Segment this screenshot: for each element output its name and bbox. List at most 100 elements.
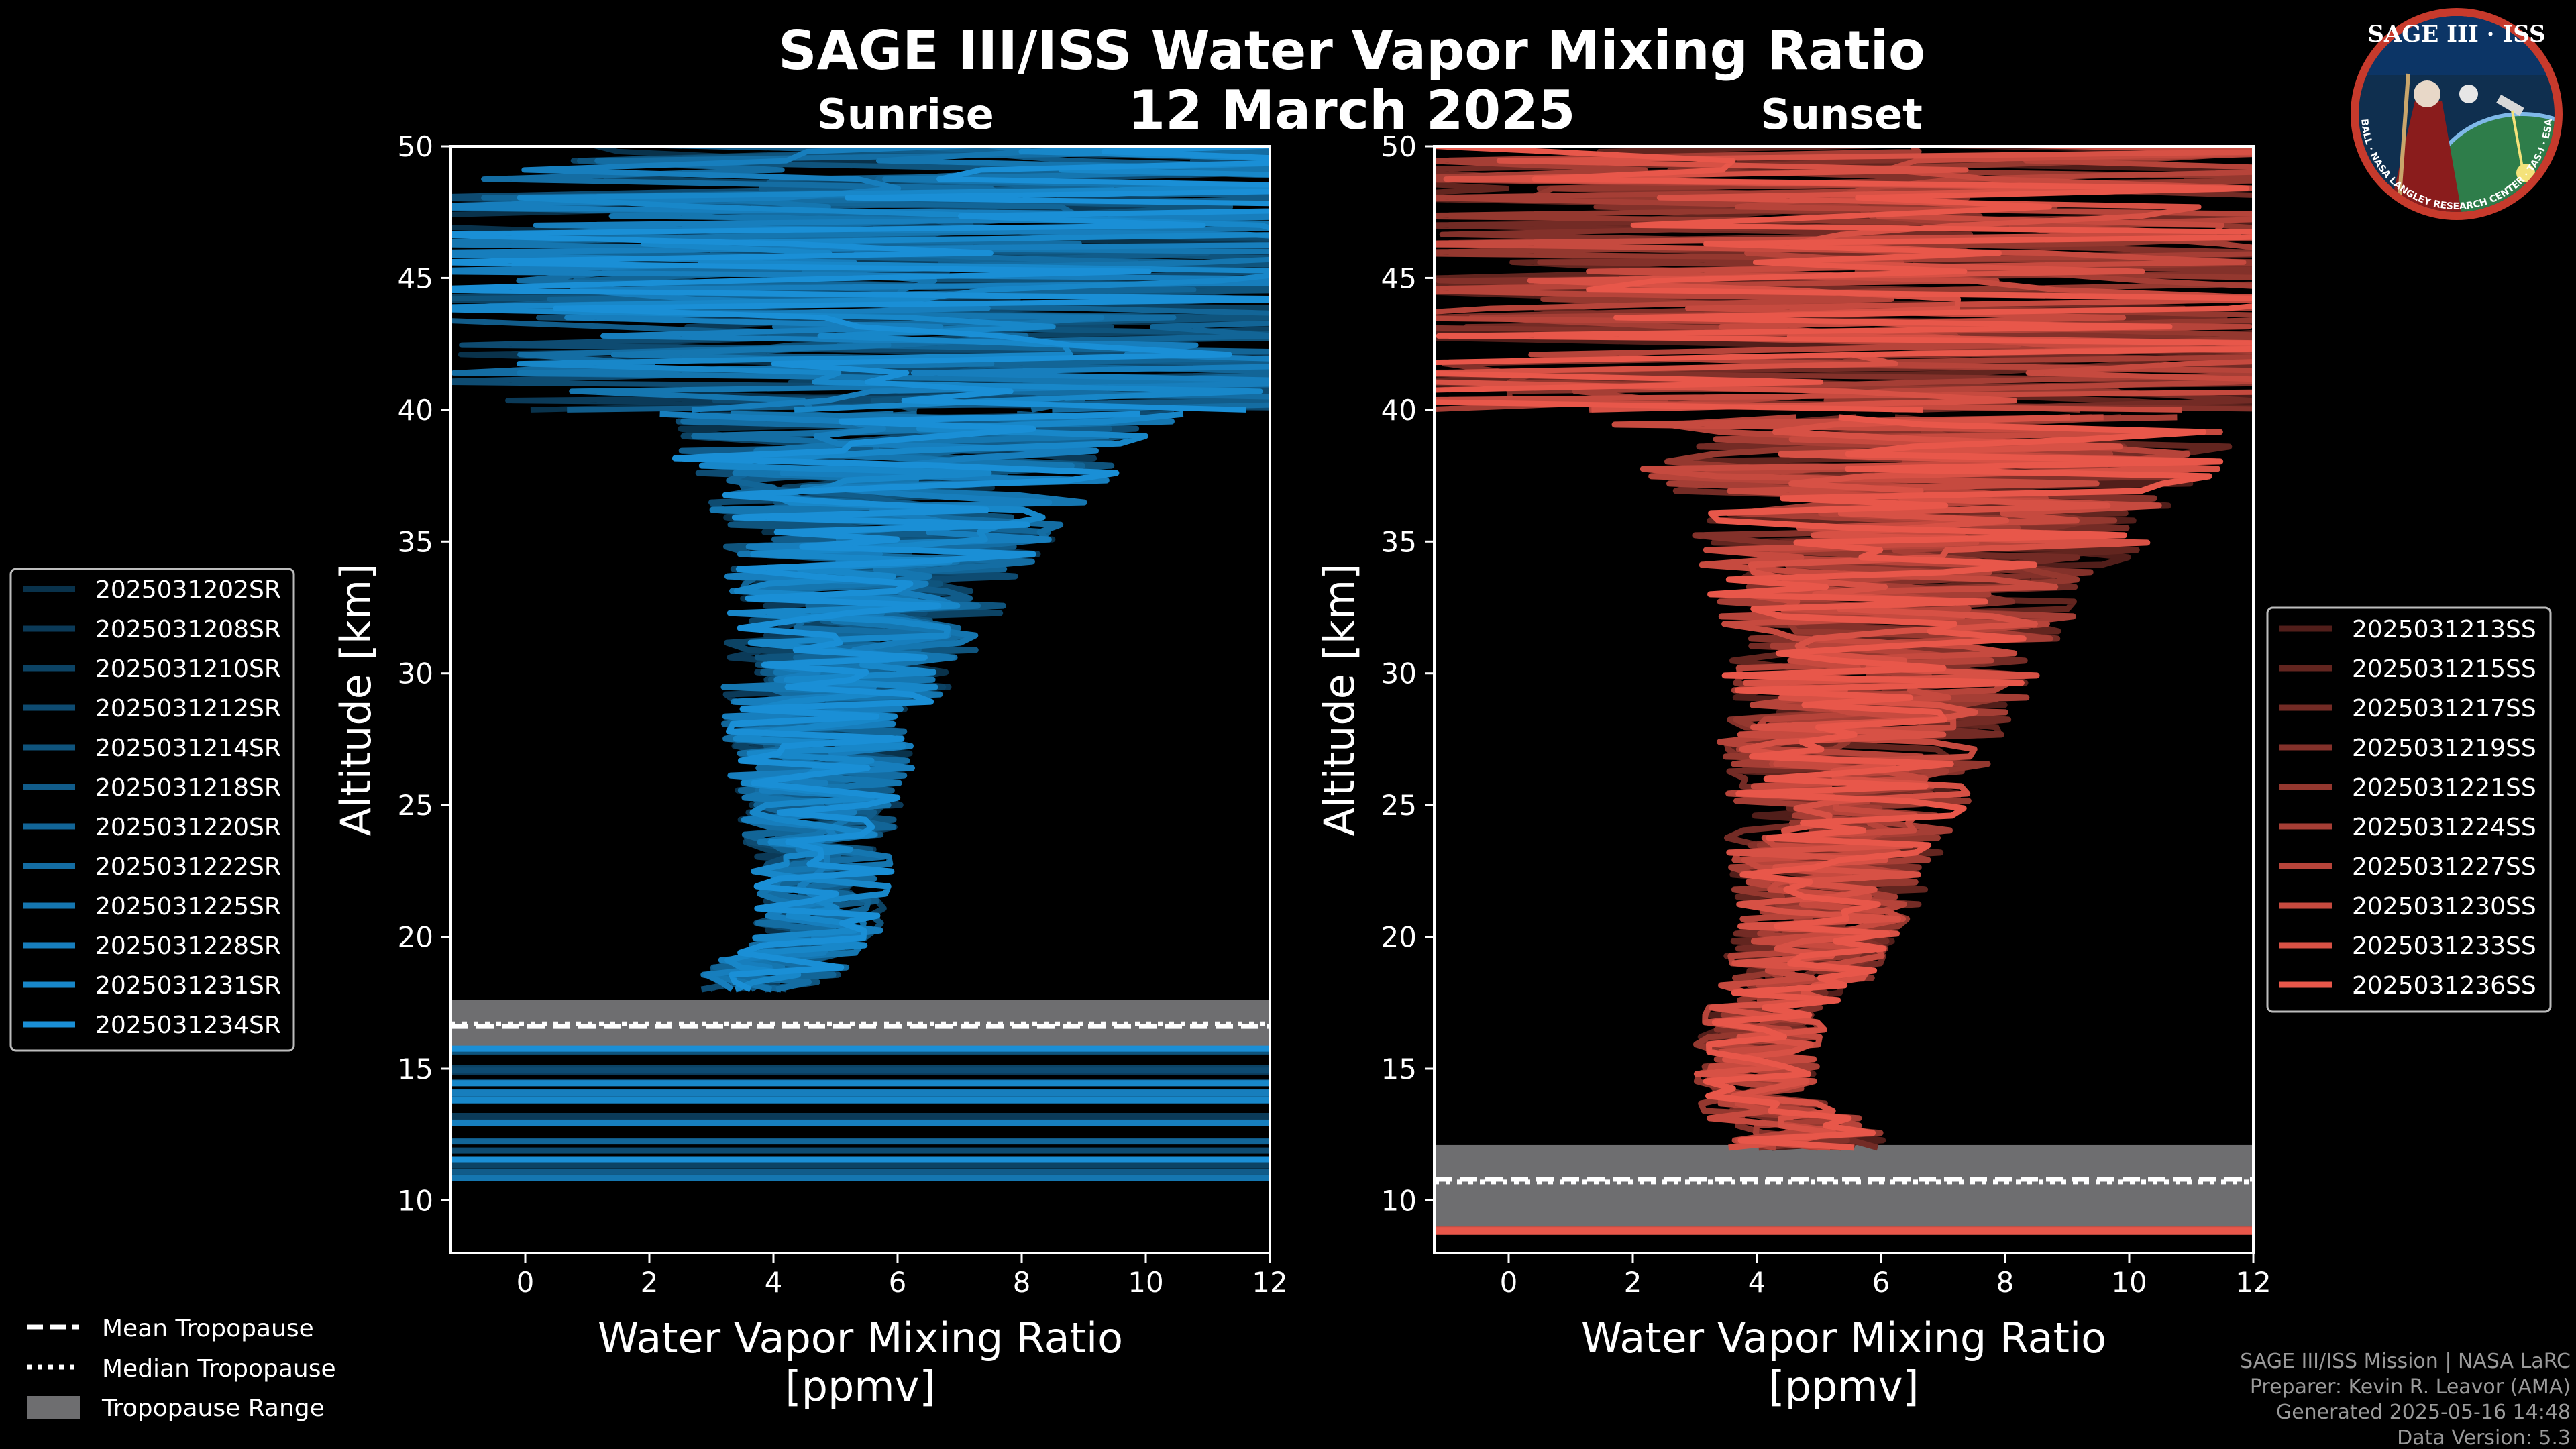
sunrise-xtick-label-6: 6 [889, 1266, 907, 1299]
sunrise-legend-frame [9, 568, 295, 1052]
median-tropopause-label: Median Tropopause [102, 1355, 336, 1383]
logo-beam [2511, 110, 2524, 168]
tropopause-range-swatch [27, 1396, 80, 1419]
credit-preparer: Preparer: Kevin R. Leavor (AMA) [2250, 1375, 2571, 1399]
logo-moon [2459, 85, 2478, 103]
sunrise-legend-label-2025031228SR: 2025031228SR [95, 932, 281, 960]
sunrise-legend: 2025031202SR 2025031208SR 2025031210SR 2025… [9, 568, 295, 1052]
sunrise-profile-2025031234SR [672, 411, 1141, 993]
sunset-legend-frame [2266, 606, 2552, 1013]
sunrise-xtick-label-4: 4 [765, 1266, 783, 1299]
sunset-ytick-label-45: 45 [1381, 262, 1417, 294]
sunset-panel-title: Sunset [1760, 90, 1923, 139]
sunrise-ytick-label-45: 45 [398, 262, 433, 294]
sunset-xlabel-line1: Water Vapor Mixing Ratio [1581, 1313, 2106, 1362]
logo-wizard-robe [2388, 101, 2462, 212]
sunrise-legend-label-2025031202SR: 2025031202SR [95, 576, 281, 604]
sunset-legend: 2025031213SS 2025031215SS 2025031217SS 2025… [2266, 606, 2552, 1013]
logo-wizard-face [2414, 80, 2440, 107]
sunset-legend-label-2025031230SS: 2025031230SS [2352, 893, 2536, 920]
sunrise-legend-label-2025031231SR: 2025031231SR [95, 972, 281, 1000]
sunset-ytick-label-35: 35 [1381, 525, 1417, 558]
sunset-legend-label-2025031224SS: 2025031224SS [2352, 814, 2536, 841]
sunrise-upper-2025031231SR [451, 146, 1270, 413]
sunset-ytick-label-30: 30 [1381, 657, 1417, 690]
main-title: SAGE III/ISS Water Vapor Mixing Ratio [778, 19, 1925, 82]
sunset-xtick-label-6: 6 [1872, 1266, 1890, 1299]
sunset-legend-label-2025031221SS: 2025031221SS [2352, 774, 2536, 802]
sunset-xtick-label-0: 0 [1500, 1266, 1518, 1299]
credit-data-version: Data Version: 5.3 [2397, 1426, 2571, 1449]
sunrise-xtick-label-2: 2 [641, 1266, 659, 1299]
sunrise-legend-label-2025031210SR: 2025031210SR [95, 655, 281, 683]
sunset-ytick-label-20: 20 [1381, 921, 1417, 954]
sunrise-ytick-label-25: 25 [398, 789, 433, 822]
sunrise-legend-label-2025031222SR: 2025031222SR [95, 853, 281, 881]
sunrise-ytick-label-30: 30 [398, 657, 433, 690]
tropopause-range-label: Tropopause Range [101, 1395, 325, 1422]
sunrise-ylabel: Altitude [km] [331, 564, 380, 837]
sunset-xtick-label-8: 8 [1996, 1266, 2015, 1299]
sunset-chart: 0 2 4 6 8 10 12 10 15 20 25 30 35 40 45 50 Water Vapor M… [1315, 130, 2271, 1411]
logo-title: SAGE III · ISS [2367, 21, 2545, 48]
sunrise-xlabel-line1: Water Vapor Mixing Ratio [598, 1313, 1123, 1362]
logo-staff [2396, 73, 2410, 212]
credit-generated: Generated 2025-05-16 14:48 [2276, 1401, 2571, 1424]
sunset-ylabel: Altitude [km] [1315, 564, 1364, 837]
sunrise-series-2025031231SR [451, 146, 1270, 1104]
mean-tropopause-label: Mean Tropopause [102, 1315, 314, 1342]
sunset-tropopause-range [1434, 1144, 2253, 1230]
sunset-ytick-label-10: 10 [1381, 1184, 1417, 1217]
sunset-legend-label-2025031215SS: 2025031215SS [2352, 655, 2536, 683]
sunset-legend-label-2025031217SS: 2025031217SS [2352, 695, 2536, 722]
sage-iii-iss-logo: SAGE III · ISS BALL · NASA LANGLEY RESEA… [2351, 8, 2563, 220]
sunset-ytick-label-50: 50 [1381, 130, 1417, 163]
sunrise-tropopause-range [451, 1000, 1270, 1048]
sunset-legend-label-2025031236SS: 2025031236SS [2352, 972, 2536, 1000]
sunrise-axes-frame [449, 145, 1271, 1254]
sunset-xtick-label-4: 4 [1748, 1266, 1766, 1299]
sunrise-legend-label-2025031212SR: 2025031212SR [95, 695, 281, 722]
sunrise-profile-2025031231SR [698, 411, 1184, 993]
sunrise-series-2025031234SR [451, 146, 1270, 1163]
credit-mission: SAGE III/ISS Mission | NASA LaRC [2240, 1350, 2571, 1373]
sunrise-upper-2025031234SR [451, 146, 1270, 413]
sunrise-legend-label-2025031234SR: 2025031234SR [95, 1012, 281, 1039]
sunrise-xtick-label-10: 10 [1128, 1266, 1163, 1299]
sunrise-legend-label-2025031220SR: 2025031220SR [95, 814, 281, 841]
tropopause-legend: Mean Tropopause Median Tropopause Tropop… [27, 1315, 336, 1422]
sunrise-xtick-label-8: 8 [1013, 1266, 1031, 1299]
sunset-legend-label-2025031227SS: 2025031227SS [2352, 853, 2536, 881]
sunrise-ytick-label-50: 50 [398, 130, 433, 163]
sunset-legend-label-2025031233SS: 2025031233SS [2352, 932, 2536, 960]
sunrise-legend-label-2025031218SR: 2025031218SR [95, 774, 281, 802]
sunrise-ytick-label-35: 35 [398, 525, 433, 558]
sunrise-legend-label-2025031214SR: 2025031214SR [95, 735, 281, 762]
sunset-legend-label-2025031213SS: 2025031213SS [2352, 616, 2536, 643]
sunrise-chart: 0 2 4 6 8 10 12 10 15 20 25 30 35 40 45 50 Water Vapor M… [331, 130, 1288, 1411]
sunset-series-2025031236SS [1434, 146, 2253, 1235]
sunrise-xtick-label-12: 12 [1252, 1266, 1287, 1299]
sunrise-ytick-label-40: 40 [398, 394, 433, 427]
sunrise-xlabel-line2: [ppmv] [785, 1362, 935, 1411]
logo-iss [2496, 94, 2524, 117]
sunset-ytick-label-25: 25 [1381, 789, 1417, 822]
sunrise-legend-label-2025031208SR: 2025031208SR [95, 616, 281, 643]
sunrise-panel-title: Sunrise [817, 90, 994, 139]
sunset-xtick-label-2: 2 [1624, 1266, 1642, 1299]
sunset-profile-2025031236SS [1703, 414, 2224, 1151]
sunrise-ytick-label-10: 10 [398, 1184, 433, 1217]
logo-sun [2516, 164, 2535, 182]
sunrise-xtick-label-0: 0 [517, 1266, 535, 1299]
date-subtitle: 12 March 2025 [1128, 79, 1575, 142]
sunset-xlabel-line2: [ppmv] [1768, 1362, 1919, 1411]
sunrise-ytick-label-20: 20 [398, 921, 433, 954]
sunset-legend-label-2025031219SS: 2025031219SS [2352, 735, 2536, 762]
sunset-axes-frame [1433, 145, 2255, 1254]
sunrise-legend-label-2025031225SR: 2025031225SR [95, 893, 281, 920]
sunset-upper-2025031236SS [1434, 146, 2253, 413]
sunset-ytick-label-15: 15 [1381, 1053, 1417, 1085]
sunset-xtick-label-12: 12 [2235, 1266, 2271, 1299]
sunset-xtick-label-10: 10 [2111, 1266, 2147, 1299]
